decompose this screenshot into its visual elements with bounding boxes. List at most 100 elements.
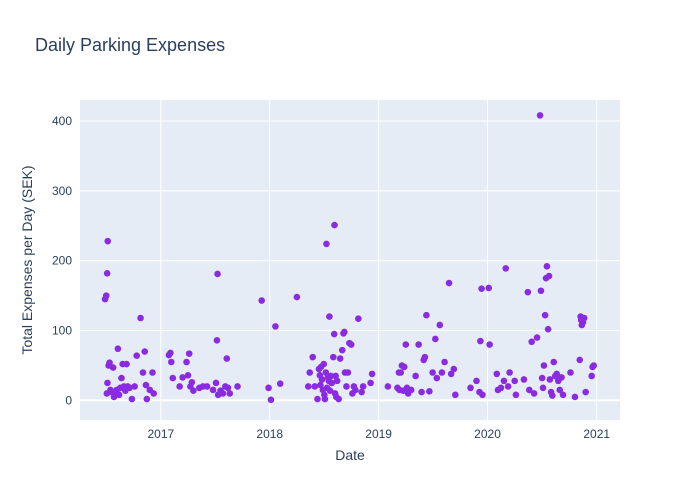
data-point	[545, 272, 553, 280]
data-point	[412, 372, 419, 380]
data-point	[493, 370, 501, 378]
data-point	[149, 369, 156, 376]
y-tick-labels: 0 100 200 300 400	[52, 114, 72, 407]
data-point	[327, 372, 335, 380]
data-point	[258, 297, 265, 304]
data-point	[214, 270, 221, 278]
data-point	[533, 334, 541, 341]
data-point	[567, 369, 574, 376]
data-point	[553, 370, 561, 378]
y-axis-title: Total Expenses per Day (SEK)	[19, 165, 35, 354]
y-tick-label: 0	[65, 393, 72, 407]
data-point	[539, 384, 547, 392]
data-point	[421, 353, 429, 361]
x-tick-labels: 2017 2018 2019 2020 2021	[147, 427, 610, 441]
y-tick-label: 200	[52, 254, 72, 268]
data-point	[541, 311, 549, 319]
data-point	[438, 369, 446, 376]
data-point	[142, 381, 150, 389]
y-tick-label: 100	[52, 324, 72, 338]
data-point	[183, 358, 190, 366]
data-point	[109, 364, 117, 371]
data-point	[267, 396, 275, 404]
data-point	[314, 395, 321, 403]
data-point	[571, 393, 579, 401]
data-point	[418, 388, 425, 396]
data-point	[306, 369, 314, 376]
data-point	[543, 262, 551, 270]
data-point	[188, 378, 196, 386]
data-point	[544, 325, 552, 333]
y-tick-label: 300	[52, 184, 72, 198]
y-tick-label: 400	[52, 114, 72, 128]
data-point	[320, 360, 328, 368]
data-point	[550, 358, 558, 366]
data-point	[169, 374, 177, 382]
data-point	[347, 341, 355, 348]
data-point	[224, 384, 232, 392]
data-point	[558, 374, 565, 381]
data-point	[318, 376, 326, 383]
data-point	[234, 383, 241, 390]
data-point	[402, 341, 410, 348]
data-point	[203, 383, 211, 390]
data-point	[415, 341, 422, 348]
data-point	[485, 284, 493, 292]
data-point	[384, 383, 392, 390]
data-point	[530, 390, 538, 397]
data-point	[441, 358, 448, 366]
data-point	[123, 360, 130, 368]
data-point	[304, 383, 312, 390]
data-point	[133, 352, 140, 360]
data-point	[176, 383, 183, 390]
data-point	[190, 387, 197, 394]
data-point	[326, 313, 333, 320]
data-point	[548, 392, 556, 399]
data-point	[344, 369, 352, 376]
data-point	[179, 374, 186, 381]
data-point	[497, 384, 505, 392]
data-point	[367, 379, 374, 387]
data-point	[582, 388, 589, 396]
data-point	[479, 391, 486, 399]
data-point	[520, 376, 528, 383]
data-point	[223, 355, 231, 362]
data-point	[559, 391, 567, 399]
data-point	[272, 323, 279, 330]
data-point	[536, 112, 544, 119]
data-point	[556, 386, 564, 394]
data-point	[209, 386, 217, 394]
data-point	[540, 362, 548, 369]
data-point	[368, 370, 376, 378]
data-point	[423, 311, 430, 319]
data-point	[141, 348, 149, 355]
x-tick-label: 2021	[583, 427, 610, 441]
data-point	[103, 269, 111, 277]
data-point	[330, 330, 338, 338]
data-point	[432, 335, 439, 343]
x-tick-label: 2018	[256, 427, 283, 441]
data-point	[477, 337, 484, 345]
data-point	[528, 338, 535, 346]
data-point	[265, 384, 272, 392]
x-tick-label: 2017	[147, 427, 174, 441]
data-point	[407, 386, 415, 394]
data-point	[500, 377, 508, 385]
data-point	[504, 383, 512, 390]
data-point	[114, 345, 122, 353]
data-point	[486, 341, 493, 348]
y-gridlines	[80, 120, 620, 402]
data-point	[452, 391, 459, 399]
data-point	[115, 391, 123, 399]
data-point	[104, 379, 111, 387]
data-point	[106, 359, 113, 367]
data-points	[101, 112, 598, 404]
data-point	[185, 350, 193, 357]
data-point	[137, 314, 144, 322]
x-axis-title: Date	[335, 447, 365, 463]
data-point	[219, 390, 227, 397]
data-point	[512, 391, 520, 399]
data-point	[331, 221, 338, 229]
data-point	[506, 369, 513, 376]
